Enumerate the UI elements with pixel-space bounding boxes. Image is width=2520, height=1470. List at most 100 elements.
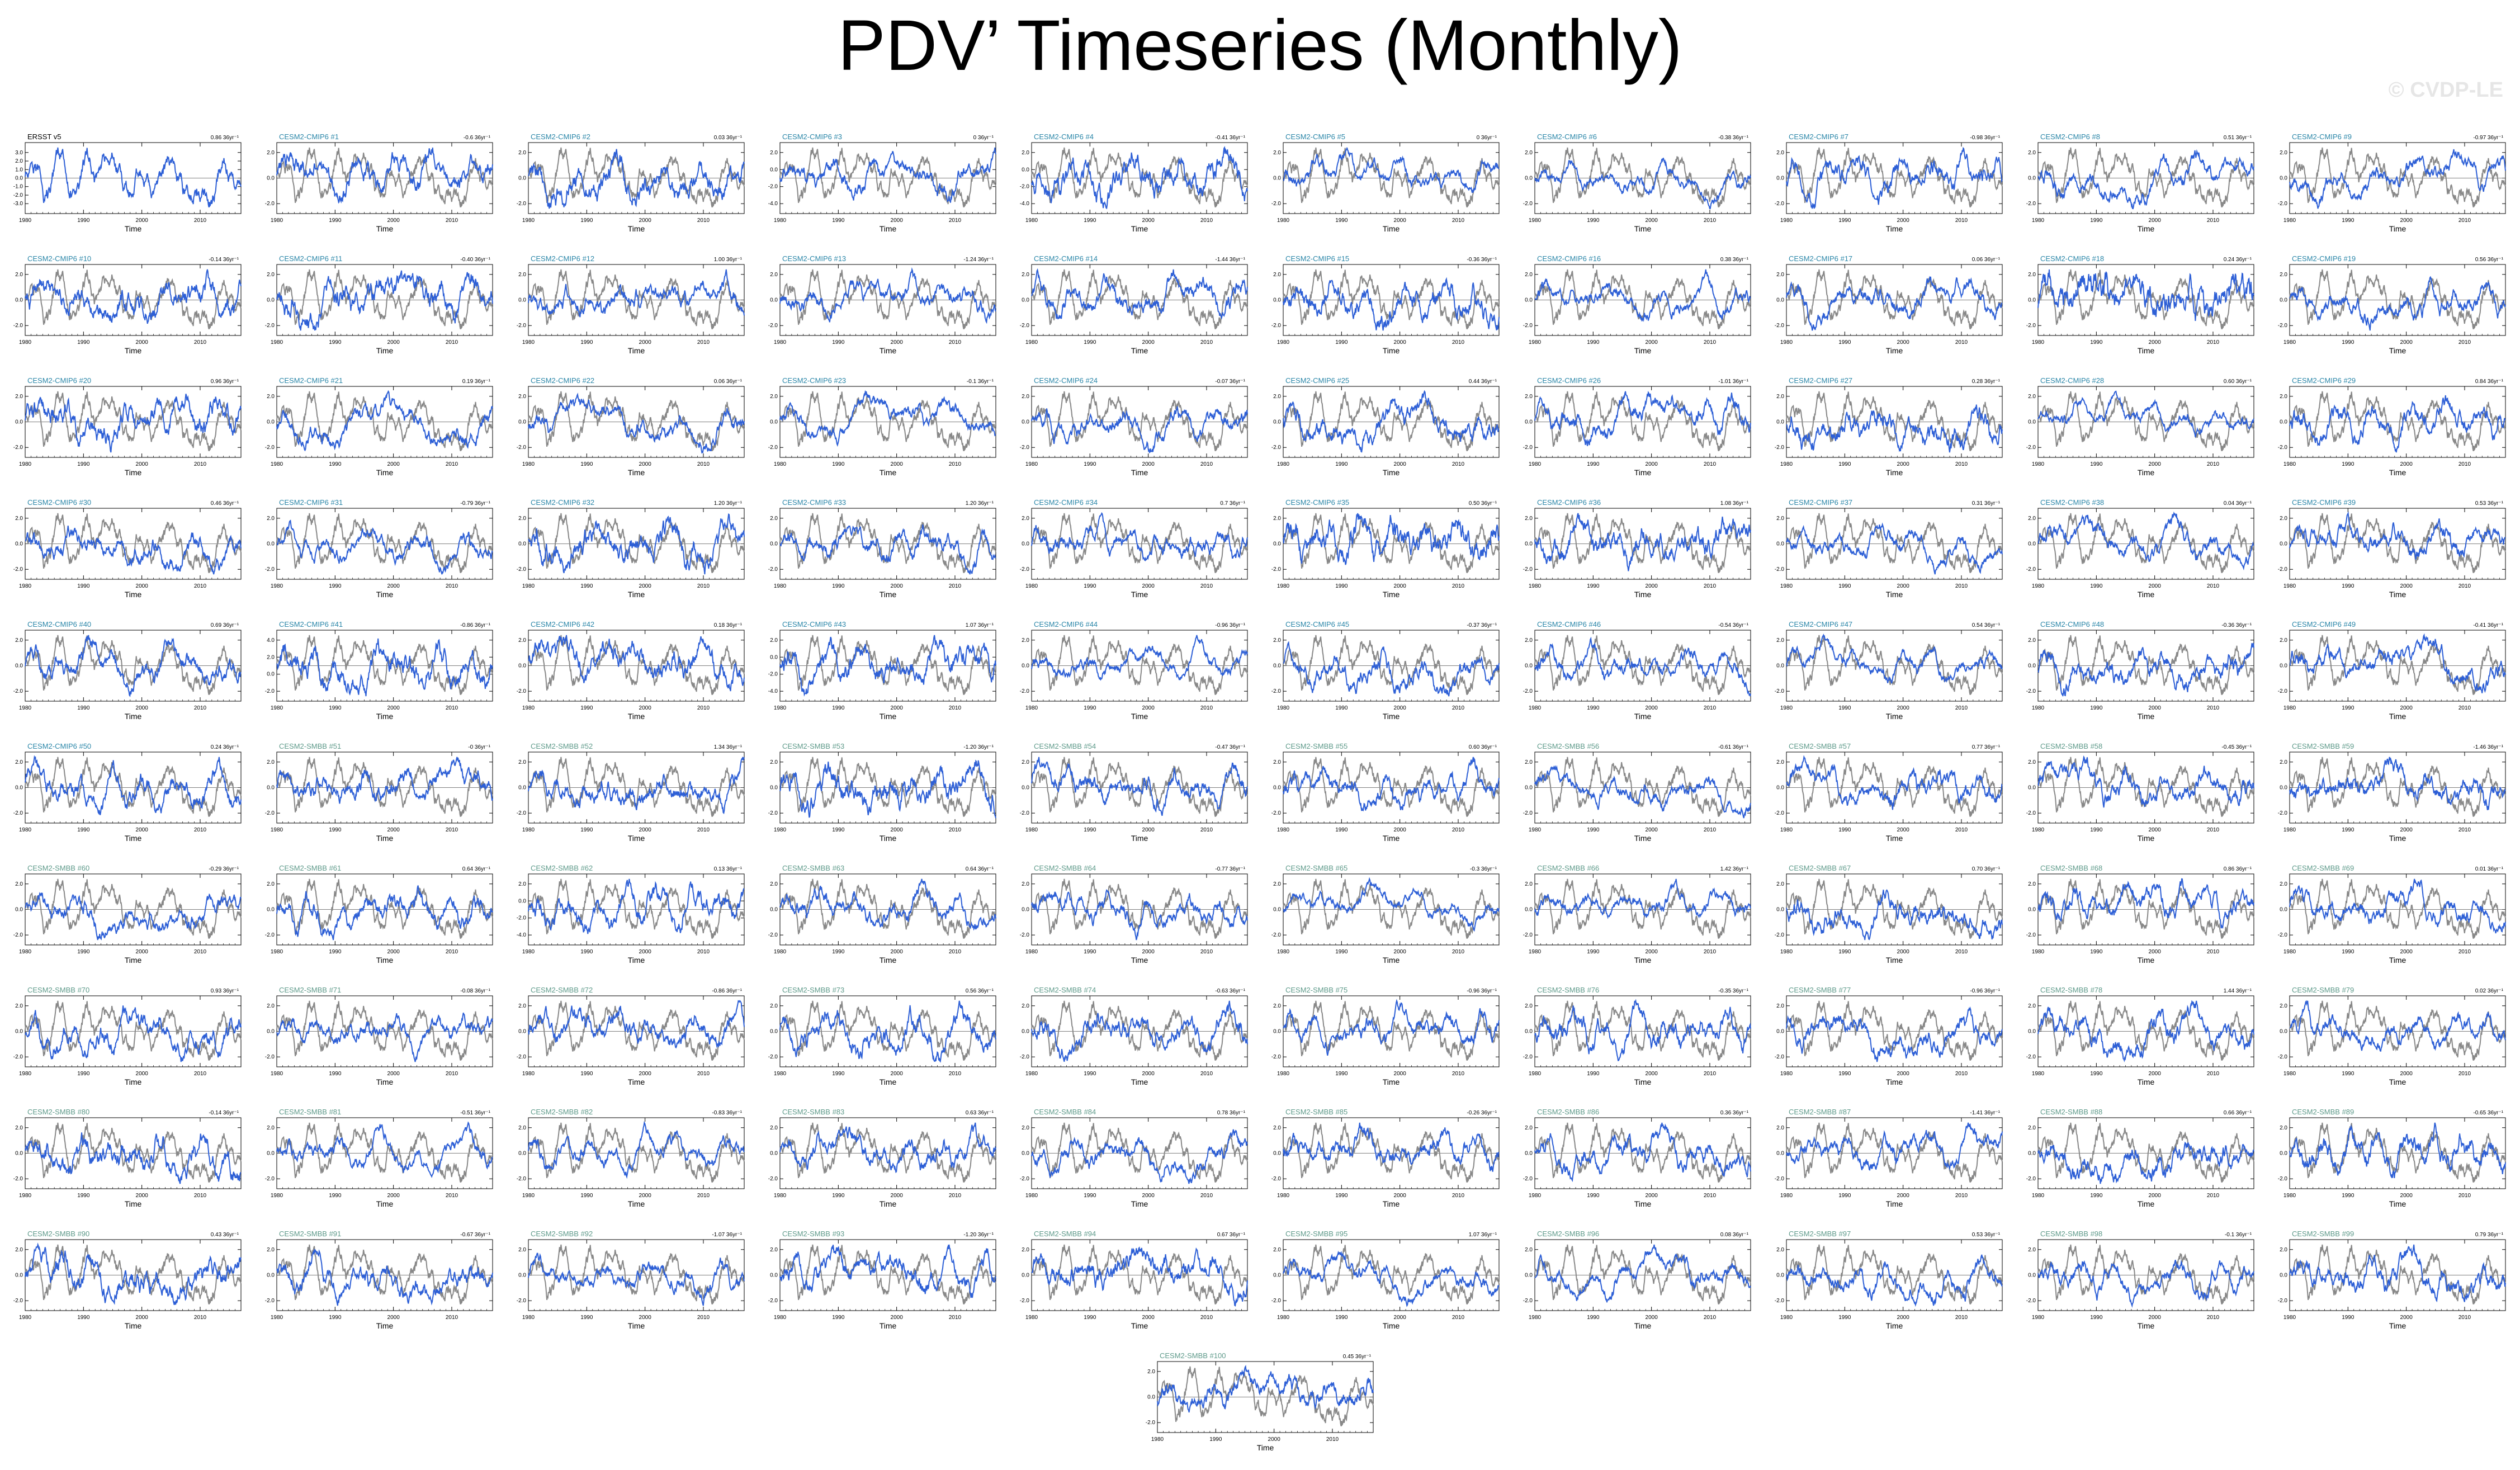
observed-series-line [528,757,745,817]
observed-series-line [528,1000,745,1061]
panel: CESM2-CMIP6 #36 1.08 36yr⁻¹ 2.0 0.0 -2.0 1980… [1523,498,1751,599]
panel-title: CESM2-CMIP6 #49 [2292,620,2356,628]
observed-series-line [1534,269,1751,330]
panel-trend: -0.96 36yr⁻¹ [1215,622,1245,628]
x-tick-label: 1980 [1780,949,1793,955]
x-axis-label: Time [1383,956,1400,965]
y-tick-label: 2.0 [2280,516,2287,522]
x-axis-label: Time [1131,834,1148,843]
y-tick-label: 0.0 [1525,419,1533,426]
member-series-line [1283,757,1500,812]
y-tick-label: -2.0 [1271,810,1282,816]
panel: CESM2-CMIP6 #13 -1.24 36yr⁻¹ 2.0 0.0 -2.0 198… [768,254,996,355]
panel-title: CESM2-SMBB #61 [279,864,341,872]
panel-trend: -0.38 36yr⁻¹ [1718,135,1748,141]
x-tick-label: 1980 [2032,461,2045,467]
x-tick-label: 2000 [1142,583,1155,589]
x-tick-label: 1990 [1587,339,1600,346]
panel-title: CESM2-CMIP6 #1 [279,133,339,141]
x-tick-label: 1980 [19,583,32,589]
x-tick-label: 1980 [1277,827,1290,833]
panel: CESM2-CMIP6 #18 0.24 36yr⁻¹ 2.0 0.0 -2.0 1980… [2026,254,2254,355]
x-tick-label: 1990 [580,705,593,711]
x-axis-label: Time [1383,834,1400,843]
x-tick-label: 2010 [2458,949,2471,955]
panel: CESM2-SMBB #68 0.86 36yr⁻¹ 2.0 0.0 -2.0 1980 1… [2026,864,2254,965]
x-tick-label: 2000 [1646,583,1658,589]
panel: CESM2-SMBB #57 0.77 36yr⁻¹ 2.0 0.0 -2.0 1980 1… [1775,742,2003,843]
x-tick-label: 2010 [194,339,207,346]
observed-series-line [528,269,745,330]
x-tick-label: 2010 [1955,583,1968,589]
panel: CESM2-SMBB #56 -0.61 36yr⁻¹ 2.0 0.0 -2.0 1980… [1523,742,1751,843]
observed-series-line [528,635,745,696]
x-tick-label: 2000 [639,461,652,467]
panel-trend: 0.28 36yr⁻¹ [1972,379,2001,385]
y-tick-label: -2.0 [13,323,23,329]
x-tick-label: 1990 [1587,705,1600,711]
observed-series-line [25,635,242,696]
x-tick-label: 1990 [2342,461,2354,467]
y-tick-label: 2.0 [770,881,778,887]
panel-trend: 1.20 36yr⁻¹ [714,500,743,507]
y-tick-label: 0.0 [2280,419,2287,426]
y-tick-label: -2.0 [1020,932,1030,938]
panel-trend: 1.34 36yr⁻¹ [714,744,743,750]
x-axis-label: Time [1886,468,1903,477]
panel-title: CESM2-SMBB #54 [1034,742,1096,750]
panel-trend: -1.20 36yr⁻¹ [963,744,994,750]
x-tick-label: 1990 [77,705,90,711]
member-series-line [276,757,493,804]
member-series-line [25,1005,242,1062]
y-tick-label: 2.0 [2028,150,2036,156]
member-series-line [1031,406,1248,453]
x-tick-label: 2010 [194,827,207,833]
member-series-line [2037,149,2254,210]
y-tick-label: 0.0 [770,541,778,547]
y-tick-label: -2.0 [517,688,527,694]
panel: ERSST v5 0.86 36yr⁻¹ 3.0 2.0 1.0 0.0 -1.0 -2.0 -… [13,133,242,233]
y-tick-label: 2.0 [1273,394,1281,400]
x-tick-label: 1980 [522,461,535,467]
x-tick-label: 1990 [832,827,845,833]
x-axis-label: Time [880,1077,897,1086]
x-tick-label: 2010 [2207,705,2220,711]
x-axis-label: Time [2138,834,2155,843]
x-tick-label: 1990 [2090,339,2103,346]
member-series-line [1031,889,1248,940]
panel-title: CESM2-SMBB #73 [782,986,844,994]
x-tick-label: 1990 [2342,705,2354,711]
x-tick-label: 1990 [77,218,90,224]
panel-trend: -0.86 36yr⁻¹ [712,988,742,994]
observed-series-line [276,757,493,817]
member-series-line [1786,146,2003,209]
x-tick-label: 1990 [580,1071,593,1077]
member-series-line [1031,145,1248,210]
x-tick-label: 1990 [77,949,90,955]
member-series-line [1283,513,1500,565]
x-axis-label: Time [628,956,645,965]
x-tick-label: 1980 [1025,827,1038,833]
panel: CESM2-CMIP6 #43 1.07 36yr⁻¹ 2.0 0.0 -2.0 -4.0… [768,620,996,721]
x-axis-label: Time [1886,712,1903,721]
panel: CESM2-CMIP6 #44 -0.96 36yr⁻¹ 2.0 0.0 -2.0 198… [1020,620,1248,721]
x-tick-label: 2010 [2207,339,2220,346]
y-tick-label: 2.0 [1776,881,1784,887]
panel: CESM2-CMIP6 #8 0.51 36yr⁻¹ 2.0 0.0 -2.0 1980 1… [2026,133,2254,233]
observed-series-line [2037,269,2254,330]
y-tick-label: -2.0 [517,915,527,921]
member-series-line [1786,522,2003,575]
x-tick-label: 1990 [1335,583,1348,589]
observed-series-line [1786,147,2003,208]
x-axis-label: Time [1634,224,1652,233]
y-tick-label: -2.0 [2026,445,2036,451]
x-tick-label: 2010 [697,461,710,467]
observed-series-line [25,269,242,330]
y-tick-label: 0.0 [1776,176,1784,182]
x-tick-label: 2000 [1897,461,1910,467]
panel-trend: 0.24 36yr⁻¹ [2224,257,2252,263]
panel-title: CESM2-CMIP6 #6 [1537,133,1597,141]
x-tick-label: 2000 [1897,705,1910,711]
member-series-line [1283,277,1500,331]
observed-series-line [1283,391,1500,452]
